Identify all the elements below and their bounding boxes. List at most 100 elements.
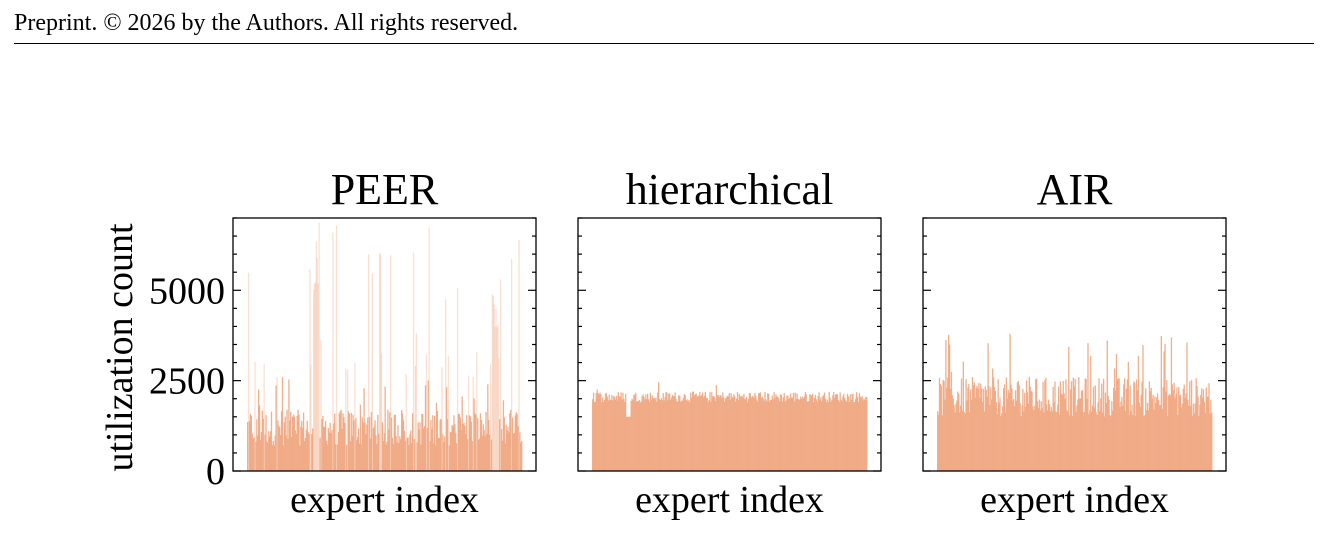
bar <box>1159 405 1162 471</box>
bar <box>443 442 445 471</box>
bar <box>495 308 497 471</box>
bar <box>404 440 406 471</box>
bar <box>735 401 737 471</box>
bar <box>399 436 401 471</box>
bar <box>857 401 860 471</box>
bar <box>275 385 277 471</box>
bar <box>760 398 762 471</box>
bar <box>792 392 795 471</box>
bar <box>595 392 597 471</box>
bar-series-2 <box>592 382 868 471</box>
bar <box>983 411 986 471</box>
bar <box>502 400 505 471</box>
bar <box>283 422 285 471</box>
bar <box>1102 378 1105 471</box>
bar <box>248 421 251 471</box>
bar <box>1178 386 1180 471</box>
bar <box>446 418 449 471</box>
bar <box>679 395 681 471</box>
bar <box>1077 399 1079 471</box>
bar <box>628 416 630 471</box>
bar <box>1146 403 1149 471</box>
bar <box>604 393 607 471</box>
bar <box>602 397 604 471</box>
bar <box>599 392 601 471</box>
bar <box>770 399 773 471</box>
bar <box>467 375 470 471</box>
bar <box>1025 380 1028 471</box>
bar <box>1033 409 1035 471</box>
bar <box>716 395 718 471</box>
bar <box>862 400 864 471</box>
bar <box>680 400 683 471</box>
bar <box>1035 378 1037 471</box>
bar <box>1074 379 1076 471</box>
bar <box>721 397 723 471</box>
bar <box>1211 412 1213 471</box>
bar <box>270 411 273 471</box>
bar <box>835 394 838 471</box>
bar <box>307 432 309 471</box>
bar <box>394 414 396 471</box>
bar <box>278 425 280 471</box>
bar <box>1011 388 1013 471</box>
bar <box>968 384 970 471</box>
bar <box>603 401 605 471</box>
bar <box>1109 415 1111 471</box>
bar <box>1152 394 1154 471</box>
bar <box>306 420 308 471</box>
bar <box>622 392 624 471</box>
bar <box>754 393 756 471</box>
bar <box>317 283 319 471</box>
bar <box>1039 410 1041 471</box>
panel-title: PEER <box>331 165 439 214</box>
bar <box>1200 395 1202 471</box>
bar <box>364 422 366 471</box>
bar <box>1119 406 1121 471</box>
bar <box>517 426 519 471</box>
bar <box>851 393 853 471</box>
bar <box>440 418 442 471</box>
bar <box>755 395 757 471</box>
bar <box>369 438 372 471</box>
bar <box>390 417 393 471</box>
bar <box>354 363 356 471</box>
bar <box>342 413 344 471</box>
bar <box>624 401 626 471</box>
bar <box>1008 392 1010 471</box>
bar <box>516 413 518 471</box>
bar <box>1101 383 1103 471</box>
bar <box>1167 416 1169 471</box>
bar <box>1168 393 1171 471</box>
bar <box>507 426 509 471</box>
bar <box>427 380 429 471</box>
bar <box>790 393 792 471</box>
bar <box>813 397 816 471</box>
bar <box>334 413 336 471</box>
bar <box>385 444 387 471</box>
bar <box>831 399 833 471</box>
bar <box>678 395 680 471</box>
bar <box>508 432 510 471</box>
bar <box>703 395 706 471</box>
bar <box>621 399 623 471</box>
bar <box>714 401 717 471</box>
bar <box>1086 399 1088 471</box>
bar <box>1038 399 1041 471</box>
bar <box>416 442 418 471</box>
bar <box>347 411 350 471</box>
bar <box>434 445 437 471</box>
bar <box>320 340 322 471</box>
bar <box>1009 333 1011 471</box>
bar <box>841 400 843 471</box>
bar <box>1135 379 1138 471</box>
bar <box>322 416 324 471</box>
bar <box>680 402 682 471</box>
bar <box>801 396 804 471</box>
bar <box>252 438 254 471</box>
bar <box>315 242 318 471</box>
bar <box>260 432 263 471</box>
bar <box>273 445 275 471</box>
bar <box>1089 409 1091 471</box>
bar <box>488 419 490 471</box>
